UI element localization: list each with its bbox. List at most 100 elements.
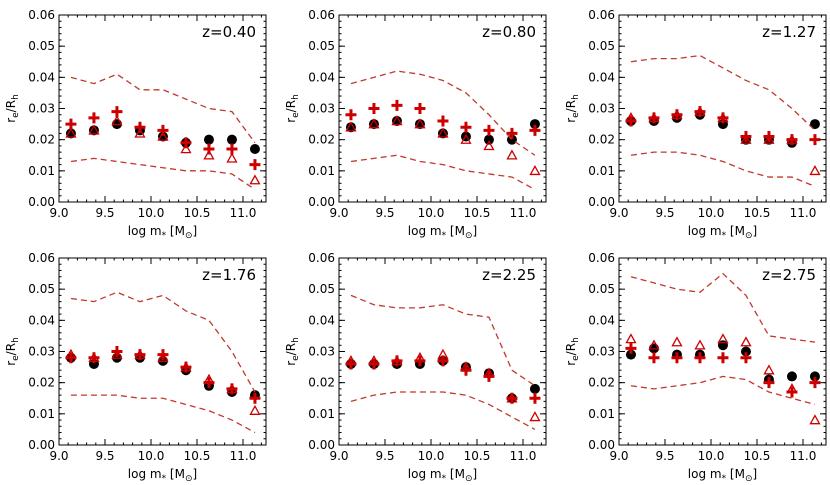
panel-title: z=1.76: [202, 266, 256, 284]
x-tick-label: 11.0: [230, 206, 257, 220]
data-point-circle: [157, 131, 168, 142]
y-tick-label: 0.05: [28, 39, 55, 53]
x-tick-label: 9.5: [375, 206, 394, 220]
data-point-plus: [111, 346, 123, 357]
dashed-line: [630, 54, 816, 131]
data-point-plus: [345, 109, 357, 121]
panel-3: 9.0 9.5 10.0 10.5 11.0 0.00 0.01 0.02 0.03 0.04 0.…: [564, 8, 827, 241]
x-axis-label-part: ]: [473, 467, 478, 481]
plot-frame: [618, 257, 827, 446]
x-tick-label: 10.5: [744, 206, 771, 220]
series-triangle: [625, 105, 821, 176]
data-point-triangle: [88, 124, 100, 135]
series-plus: [65, 106, 261, 171]
y-tick-label: 0.00: [588, 195, 615, 209]
x-axis-label: log m* [M⊙]: [408, 467, 477, 484]
series-dashed-lower: [630, 151, 816, 188]
y-tick-label: 0.04: [588, 70, 615, 84]
x-axis-label-part: ]: [753, 467, 758, 481]
x-axis-label: log m* [M⊙]: [408, 224, 477, 241]
data-point-plus: [391, 99, 403, 111]
y-tick-label: 0.03: [28, 102, 55, 116]
data-point-triangle: [671, 336, 683, 347]
x-axis-label: log m* [M⊙]: [128, 224, 197, 241]
x-axis-label-part: [M: [726, 224, 745, 238]
dashed-line: [350, 391, 536, 430]
series-dashed-upper: [630, 272, 816, 343]
panel-title: z=0.80: [482, 23, 536, 41]
y-tick-label: 0.02: [308, 133, 335, 147]
y-tick-label: 0.00: [308, 438, 335, 452]
y-tick-label: 0.00: [308, 195, 335, 209]
data-point-triangle: [414, 351, 426, 362]
x-tick-label: 9.5: [95, 449, 114, 463]
y-tick-label: 0.05: [588, 282, 615, 296]
data-point-plus: [157, 349, 169, 361]
y-tick-label: 0.06: [308, 251, 335, 265]
data-point-circle: [460, 131, 471, 142]
data-point-circle: [226, 134, 237, 145]
data-point-plus: [249, 159, 261, 171]
x-axis-label-part: ⊙: [745, 231, 753, 241]
plot-frame: [618, 14, 827, 203]
data-point-triangle: [460, 361, 472, 372]
data-point-triangle: [111, 348, 123, 359]
data-point-plus: [717, 352, 729, 364]
y-axis-label-part: r: [564, 361, 578, 366]
data-point-plus: [763, 131, 775, 143]
y-axis-label-part: e: [291, 355, 301, 361]
x-tick-label: 9.0: [329, 449, 348, 463]
y-axis-label-part: r: [284, 361, 298, 366]
data-point-circle: [65, 128, 76, 139]
x-axis-label-part: *: [442, 231, 447, 241]
data-point-plus: [694, 352, 706, 364]
x-axis-label-part: log m: [128, 467, 162, 481]
y-axis-label-part: r: [284, 118, 298, 123]
y-axis-label-part: e: [11, 355, 21, 361]
data-point-triangle: [134, 127, 146, 138]
series-triangle: [65, 115, 261, 185]
y-axis-label-part: h: [11, 94, 21, 100]
y-tick-label: 0.00: [28, 195, 55, 209]
panel-2: 9.0 9.5 10.0 10.5 11.0 0.00 0.01 0.02 0.03 0.04 0.…: [284, 8, 547, 241]
y-axis-label-part: h: [11, 337, 21, 343]
x-tick-label: 11.0: [230, 449, 257, 463]
y-tick-label: 0.00: [28, 438, 55, 452]
y-axis-label: re/Rh: [284, 337, 301, 366]
data-point-triangle: [203, 149, 215, 160]
x-tick-label: 10.5: [744, 449, 771, 463]
data-point-circle: [249, 144, 260, 155]
data-point-triangle: [391, 115, 403, 126]
series-plus: [345, 355, 541, 404]
data-point-triangle: [506, 392, 518, 403]
data-point-triangle: [203, 373, 215, 384]
y-axis-label-part: /R: [4, 343, 18, 355]
dashed-line: [350, 154, 536, 191]
dashed-line: [70, 157, 256, 191]
series-dashed-upper: [350, 70, 536, 156]
y-tick-label: 0.05: [588, 39, 615, 53]
series-dashed-upper: [70, 291, 256, 393]
data-point-plus: [368, 103, 380, 114]
x-tick-label: 9.5: [95, 206, 114, 220]
x-axis-label-part: ⊙: [465, 231, 473, 241]
data-point-triangle: [249, 174, 261, 185]
y-axis-label-part: h: [571, 337, 581, 343]
y-axis-label-part: e: [11, 112, 21, 118]
x-axis-label-part: log m: [128, 224, 162, 238]
data-point-triangle: [180, 143, 192, 154]
y-tick-label: 0.03: [588, 102, 615, 116]
data-point-circle: [88, 125, 99, 136]
y-tick-label: 0.01: [308, 407, 335, 421]
y-tick-label: 0.05: [28, 282, 55, 296]
data-point-triangle: [786, 383, 798, 394]
x-tick-label: 9.0: [329, 206, 348, 220]
data-point-plus: [740, 131, 752, 143]
plot-frame: [58, 14, 267, 203]
data-point-triangle: [483, 367, 495, 378]
data-point-triangle: [483, 140, 495, 151]
data-point-circle: [529, 119, 540, 130]
y-tick-label: 0.04: [588, 313, 615, 327]
x-tick-label: 10.5: [464, 206, 491, 220]
